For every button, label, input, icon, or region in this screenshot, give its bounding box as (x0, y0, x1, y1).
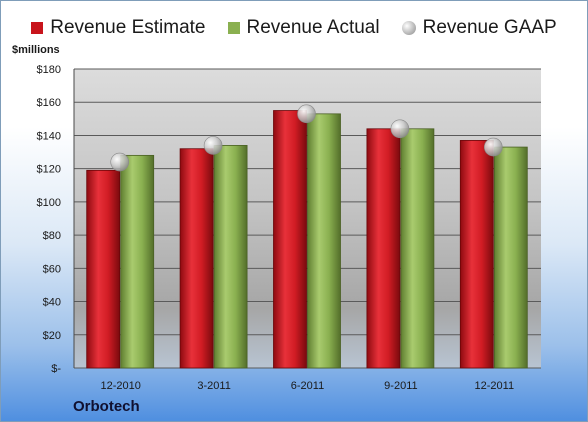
marker-revenue-gaap (110, 152, 129, 172)
x-tick-label: 12-2011 (475, 380, 515, 392)
bar-revenue-estimate (179, 148, 214, 369)
legend-swatch-gaap (401, 21, 416, 35)
x-tick-label: 9-2011 (384, 380, 417, 392)
y-tick-label: $- (51, 363, 61, 375)
y-axis-unit-label: $millions (12, 44, 60, 56)
legend-item-gaap: Revenue GAAP (401, 17, 557, 39)
y-tick-label: $180 (37, 64, 61, 76)
legend-item-actual: Revenue Actual (227, 17, 380, 39)
x-tick-label: 6-2011 (291, 380, 324, 392)
y-tick-label: $120 (37, 164, 61, 176)
bar-revenue-estimate (86, 169, 121, 369)
x-tick-label: 3-2011 (197, 380, 230, 392)
y-tick-label: $20 (43, 330, 61, 342)
bar-revenue-actual (120, 154, 155, 369)
legend-label-gaap: Revenue GAAP (422, 17, 557, 38)
bar-revenue-actual (400, 128, 435, 369)
legend-label-actual: Revenue Actual (246, 17, 380, 38)
marker-revenue-gaap (203, 136, 223, 155)
legend-swatch-actual (227, 22, 240, 34)
bar-revenue-estimate (273, 110, 307, 369)
company-name: Orbotech (73, 398, 140, 415)
bar-revenue-estimate (366, 128, 401, 369)
bar-revenue-estimate (459, 140, 494, 369)
y-tick-label: $40 (43, 297, 61, 309)
legend-item-estimate: Revenue Estimate (31, 17, 206, 39)
y-tick-label: $140 (37, 130, 61, 142)
marker-revenue-gaap (390, 119, 410, 139)
marker-revenue-gaap (297, 104, 316, 124)
bar-revenue-actual (493, 146, 528, 369)
bar-revenue-actual (213, 145, 248, 369)
bar-revenue-actual (307, 113, 341, 369)
x-tick-label: 12-2010 (101, 380, 141, 392)
legend-swatch-estimate (31, 22, 44, 34)
y-tick-label: $160 (37, 97, 61, 109)
marker-revenue-gaap (483, 137, 503, 157)
y-tick-label: $100 (37, 197, 61, 209)
y-tick-label: $80 (43, 230, 61, 242)
y-tick-label: $60 (43, 263, 61, 275)
legend-label-estimate: Revenue Estimate (50, 17, 206, 38)
legend: Revenue Estimate Revenue Actual Revenue … (1, 17, 587, 39)
